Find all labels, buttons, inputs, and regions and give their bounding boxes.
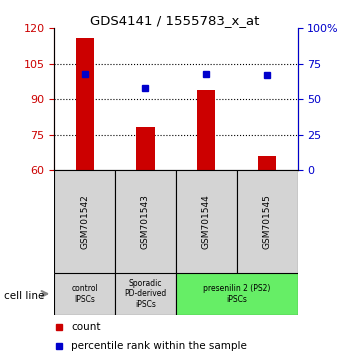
Bar	[136, 127, 155, 170]
Bar	[176, 170, 237, 273]
Text: presenilin 2 (PS2)
iPSCs: presenilin 2 (PS2) iPSCs	[203, 284, 270, 303]
Text: percentile rank within the sample: percentile rank within the sample	[71, 341, 247, 351]
Bar	[237, 170, 298, 273]
Bar	[115, 273, 176, 315]
Text: Sporadic
PD-derived
iPSCs: Sporadic PD-derived iPSCs	[124, 279, 167, 309]
Bar	[176, 273, 298, 315]
Bar	[54, 273, 115, 315]
Bar	[258, 156, 276, 170]
Text: GSM701543: GSM701543	[141, 194, 150, 249]
Bar	[76, 38, 94, 170]
Bar	[197, 90, 215, 170]
Text: control
IPSCs: control IPSCs	[71, 284, 98, 303]
Text: GSM701545: GSM701545	[262, 194, 272, 249]
Text: cell line: cell line	[4, 291, 44, 301]
Bar	[54, 170, 115, 273]
Text: GSM701544: GSM701544	[202, 194, 211, 249]
Text: GDS4141 / 1555783_x_at: GDS4141 / 1555783_x_at	[90, 14, 260, 27]
Text: GSM701542: GSM701542	[80, 194, 89, 249]
Bar	[115, 170, 176, 273]
Text: count: count	[71, 322, 101, 332]
